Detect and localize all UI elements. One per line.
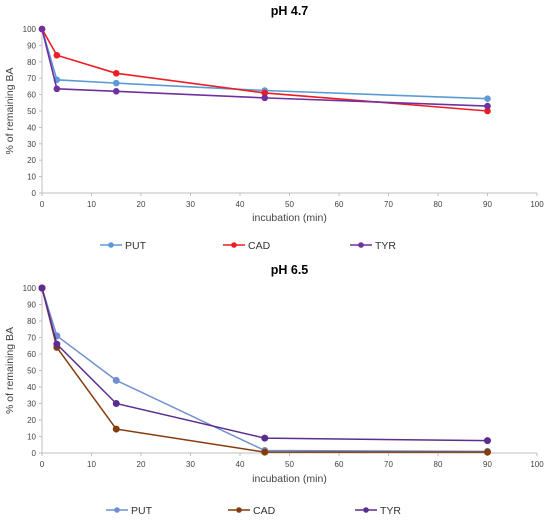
data-point xyxy=(112,79,120,87)
x-tick-label: 10 xyxy=(87,200,96,209)
y-tick-label: 10 xyxy=(27,433,36,442)
x-tick-label: 50 xyxy=(285,200,294,209)
series-line xyxy=(41,287,488,453)
data-point xyxy=(112,88,120,95)
x-tick-label: 70 xyxy=(384,460,393,469)
y-tick-label: 70 xyxy=(27,334,36,343)
y-tick-label: 60 xyxy=(27,350,36,359)
y-tick-label: 30 xyxy=(27,140,36,149)
y-axis-label: % of remaining BA xyxy=(4,327,16,414)
data-point xyxy=(112,400,120,407)
x-tick-label: 70 xyxy=(384,200,393,209)
legend-item-tyr: TYR xyxy=(355,505,401,517)
data-point xyxy=(261,94,269,102)
series-tyr xyxy=(38,284,491,445)
y-tick-label: 90 xyxy=(27,301,36,310)
y-tick-label: 100 xyxy=(23,284,37,293)
chart-panel-1: pH 4.7 0 10 20 30 40 50 60 70 80 90 100 0 10 20 30 40 50 6… xyxy=(4,4,544,252)
y-tick-label: 10 xyxy=(27,173,36,182)
y-tick-label: 80 xyxy=(27,317,36,326)
y-tick-label: 90 xyxy=(27,41,36,50)
series-line xyxy=(41,287,488,453)
y-tick-label: 60 xyxy=(27,91,36,100)
y-tick-label: 0 xyxy=(32,189,37,198)
legend: PUT CAD TYR xyxy=(100,240,396,252)
legend-label: CAD xyxy=(253,505,276,517)
x-tick-label: 0 xyxy=(40,200,45,209)
x-axis-label: incubation (min) xyxy=(252,212,327,224)
data-point xyxy=(484,437,491,445)
x-tick-label: 40 xyxy=(236,200,245,209)
legend-marker xyxy=(236,507,242,513)
x-tick-label: 80 xyxy=(434,200,443,209)
data-point xyxy=(53,85,61,93)
x-tick-label: 10 xyxy=(87,460,96,469)
x-tick-label: 60 xyxy=(335,460,344,469)
x-tick-label: 30 xyxy=(186,200,195,209)
y-tick-label: 20 xyxy=(27,156,36,165)
x-tick-label: 30 xyxy=(186,460,195,469)
x-tick-label: 20 xyxy=(137,200,146,209)
series-tyr xyxy=(38,25,491,110)
legend-item-cad: CAD xyxy=(223,240,271,252)
chart-title: pH 6.5 xyxy=(271,263,309,277)
legend-item-put: PUT xyxy=(100,240,147,252)
legend-marker xyxy=(114,507,120,513)
data-point xyxy=(112,69,120,77)
data-point xyxy=(53,340,61,348)
x-tick-label: 50 xyxy=(285,460,294,469)
legend-label: PUT xyxy=(125,240,147,252)
y-tick-label: 0 xyxy=(32,449,37,458)
legend: PUT CAD TYR xyxy=(106,505,401,517)
chart-panel-2: pH 6.5 0 10 20 30 40 50 60 70 80 90 100 0 10 20 30 40 50 6… xyxy=(4,263,544,517)
legend-marker xyxy=(358,242,364,248)
x-tick-label: 90 xyxy=(483,200,492,209)
y-tick-label: 20 xyxy=(27,416,36,425)
legend-marker xyxy=(231,242,237,248)
legend-label: PUT xyxy=(131,505,153,517)
y-tick-label: 80 xyxy=(27,58,36,67)
x-tick-label: 100 xyxy=(530,200,544,209)
data-point xyxy=(484,95,491,102)
y-tick-label: 40 xyxy=(27,383,36,392)
legend-item-cad: CAD xyxy=(228,505,276,517)
data-point xyxy=(261,448,269,456)
y-tick-label: 30 xyxy=(27,400,36,409)
legend-label: CAD xyxy=(248,240,271,252)
x-tick-label: 40 xyxy=(236,460,245,469)
legend-marker xyxy=(108,242,114,248)
series-put xyxy=(38,284,491,455)
y-tick-label: 50 xyxy=(27,367,36,376)
data-point xyxy=(112,425,120,433)
x-tick-label: 0 xyxy=(40,460,45,469)
y-tick-label: 50 xyxy=(27,107,36,116)
series-cad xyxy=(38,284,491,456)
y-axis-label: % of remaining BA xyxy=(4,68,16,155)
data-point xyxy=(53,51,61,59)
legend-label: TYR xyxy=(380,505,401,517)
y-tick-label: 40 xyxy=(27,123,36,132)
data-point xyxy=(484,102,491,110)
data-point xyxy=(261,434,269,442)
x-axis-label: incubation (min) xyxy=(252,473,327,485)
legend-item-tyr: TYR xyxy=(350,240,396,252)
legend-label: TYR xyxy=(375,240,396,252)
legend-item-put: PUT xyxy=(106,505,153,517)
data-point xyxy=(38,25,46,33)
x-tick-label: 20 xyxy=(137,460,146,469)
x-tick-label: 100 xyxy=(530,460,544,469)
data-point xyxy=(484,448,491,456)
x-tick-label: 60 xyxy=(335,200,344,209)
y-tick-label: 70 xyxy=(27,74,36,83)
x-tick-label: 80 xyxy=(434,460,443,469)
x-tick-label: 90 xyxy=(483,460,492,469)
chart-title: pH 4.7 xyxy=(271,4,309,18)
data-point xyxy=(112,376,120,384)
legend-marker xyxy=(363,507,369,513)
y-tick-label: 100 xyxy=(23,25,37,34)
data-point xyxy=(38,284,46,292)
